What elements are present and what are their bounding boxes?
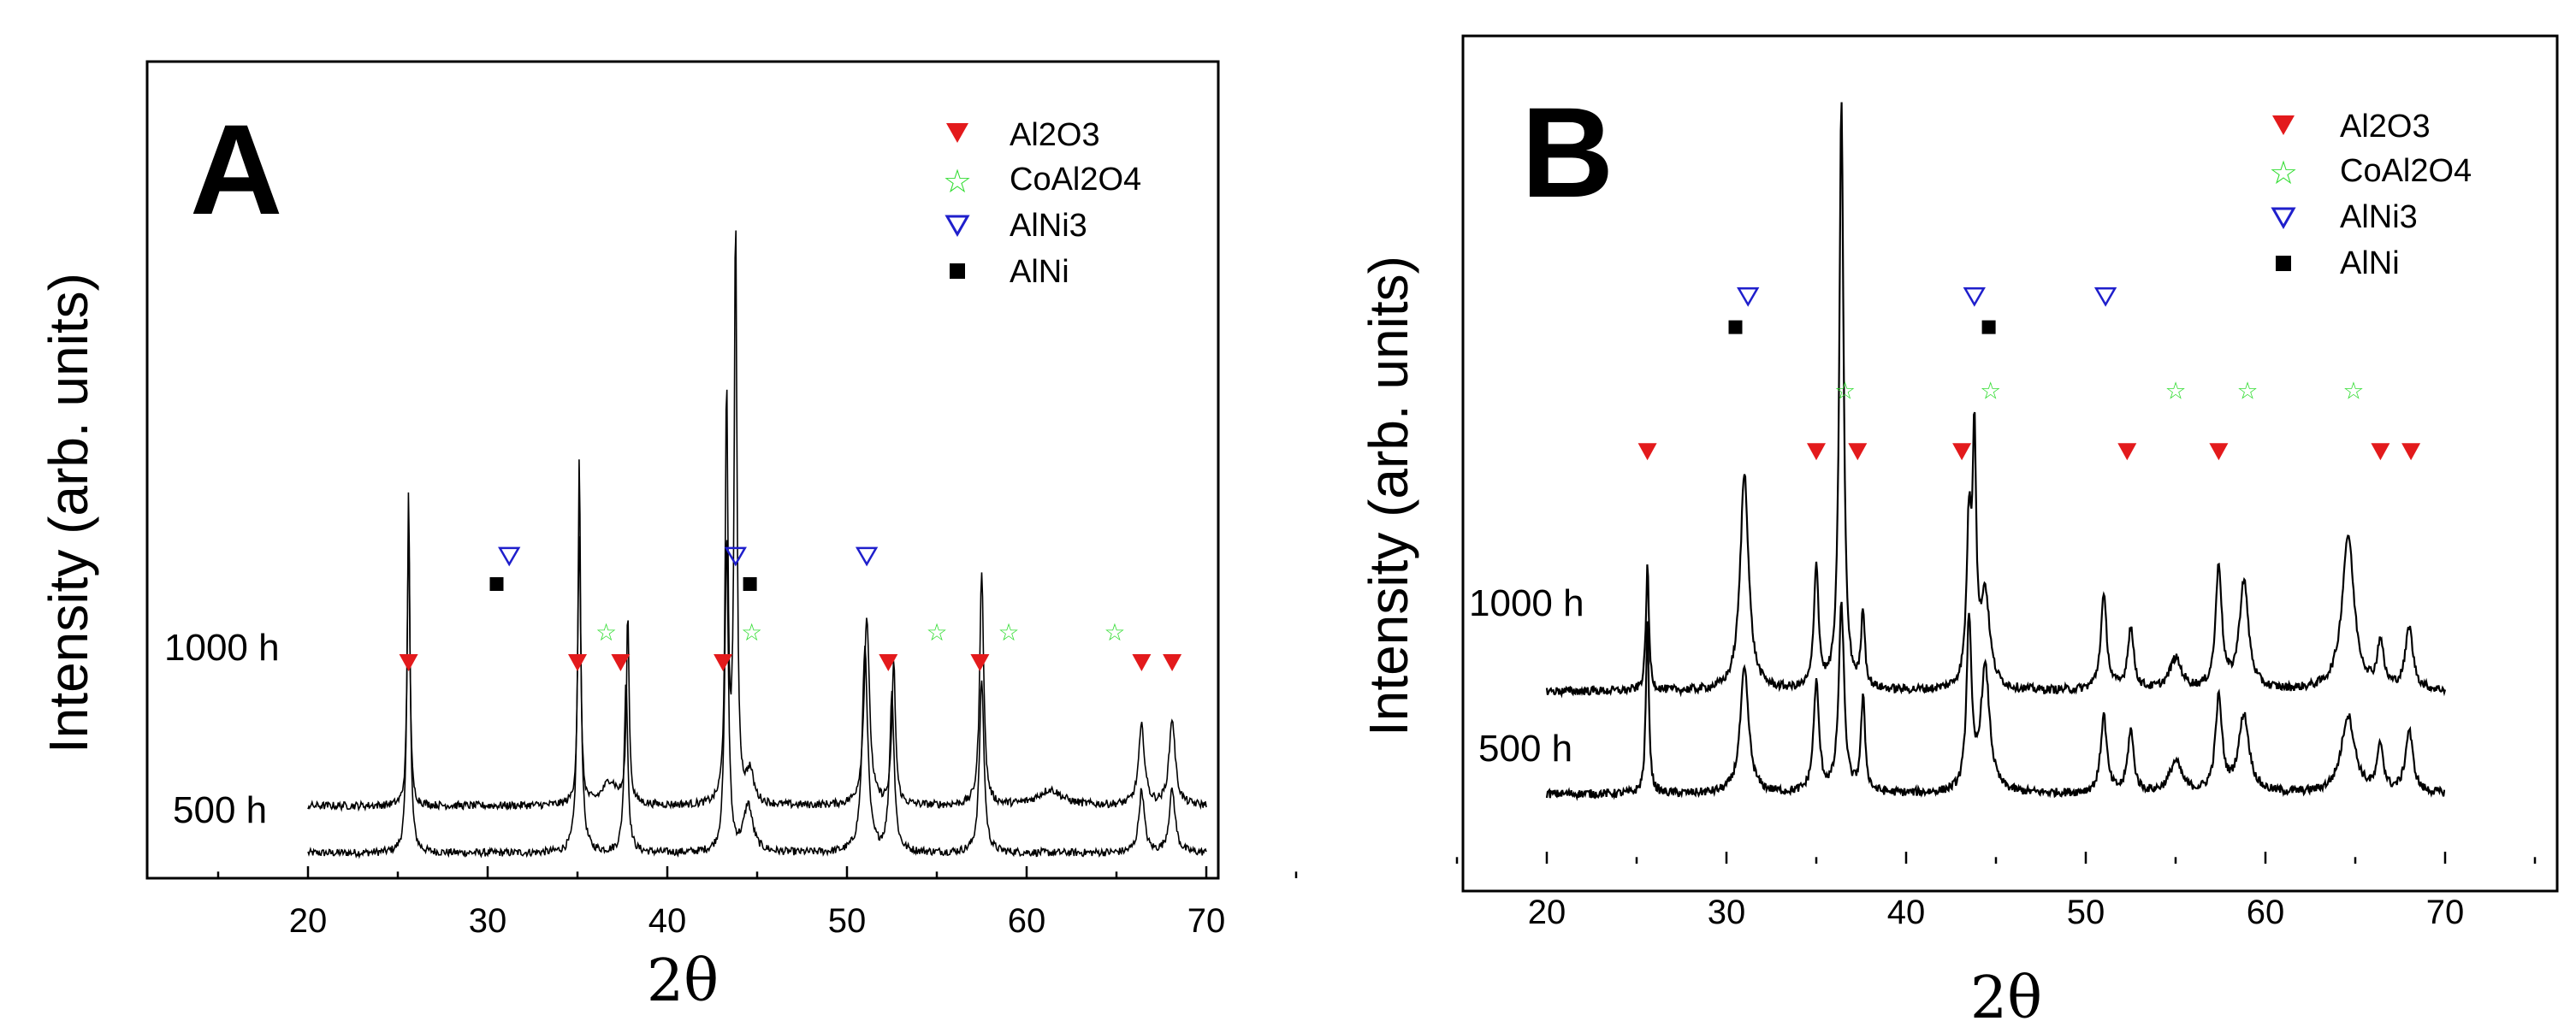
marker-al2o3 (568, 654, 587, 671)
coal2o4-star-icon: ☆ (943, 162, 972, 200)
marker-coal2o4: ☆ (741, 618, 762, 646)
x-tick-label: 50 (828, 902, 867, 940)
marker-alni (489, 577, 504, 591)
marker-coal2o4: ☆ (1980, 376, 2001, 404)
panel-a-curves (307, 230, 1207, 859)
series-line-500h (307, 528, 1207, 859)
marker-al2o3 (1807, 443, 1826, 461)
panel-b-label-500h: 500 h (1478, 728, 1572, 770)
marker-coal2o4: ☆ (1834, 376, 1856, 404)
legend-label-alni3: AlNi3 (1010, 208, 1087, 244)
marker-al2o3 (1637, 443, 1657, 461)
panel-a-label-500h: 500 h (173, 789, 267, 831)
panel-b-x-axis-title: 2θ (1970, 965, 2042, 1027)
x-tick-label: 40 (1887, 894, 1926, 931)
marker-al2o3 (714, 654, 733, 671)
legend-item-al2o3: Al2O3 (946, 117, 1100, 153)
legend-label-al2o3: Al2O3 (2340, 109, 2431, 145)
legend-item-al2o3: Al2O3 (2272, 109, 2431, 145)
marker-alni3 (2093, 286, 2117, 307)
marker-coal2o4: ☆ (2236, 376, 2258, 404)
marker-al2o3 (1952, 443, 1972, 461)
marker-al2o3 (879, 654, 898, 671)
marker-coal2o4: ☆ (998, 618, 1019, 646)
x-tick-label: 60 (2247, 894, 2285, 931)
panel-b-legend: Al2O3 ☆ CoAl2O4 AlNi3 AlNi (2269, 109, 2472, 281)
x-tick-label: 30 (469, 902, 507, 940)
alni3-marker-icon (2271, 207, 2296, 230)
marker-al2o3 (2401, 443, 2421, 461)
panel-b-frame (1461, 34, 2559, 893)
panel-b-letter: B (1521, 80, 1614, 224)
marker-alni3 (1737, 286, 1760, 307)
panel-a-x-ticks: 20 30 40 50 60 70 (216, 866, 1298, 940)
legend-item-coal2o4: ☆ CoAl2O4 (943, 162, 1141, 200)
panel-b-phase-markers: ☆ ☆ ☆ ☆ ☆ (1637, 286, 2421, 461)
marker-alni (743, 577, 757, 591)
marker-al2o3 (611, 654, 631, 671)
marker-al2o3 (1848, 443, 1868, 461)
x-tick-label: 20 (289, 902, 328, 940)
panel-a-x-axis-title: 2θ (647, 947, 719, 1015)
series-line-1000h (307, 230, 1207, 812)
x-tick-label: 30 (1708, 894, 1746, 931)
panel-a: A Intensity (arb. units) 2θ 20 30 40 50 60 70… (38, 60, 1298, 1015)
legend-label-al2o3: Al2O3 (1010, 117, 1100, 153)
series-line-500h (1545, 601, 2446, 801)
marker-coal2o4: ☆ (595, 618, 617, 646)
panel-b-y-axis-title: Intensity (arb. units) (1358, 256, 1419, 736)
x-tick-label: 50 (2067, 894, 2105, 931)
panel-a-legend: Al2O3 ☆ CoAl2O4 AlNi3 AlNi (943, 117, 1141, 290)
alni-marker-icon (2276, 256, 2291, 271)
x-tick-label: 40 (648, 902, 687, 940)
legend-label-alni: AlNi (1010, 254, 1069, 290)
al2o3-marker-icon (946, 123, 968, 143)
marker-al2o3 (970, 654, 990, 671)
panel-a-y-axis-title: Intensity (arb. units) (38, 273, 99, 753)
legend-label-coal2o4: CoAl2O4 (2340, 153, 2472, 189)
legend-item-alni: AlNi (950, 254, 1069, 290)
marker-alni3 (498, 546, 521, 567)
marker-coal2o4: ☆ (2342, 376, 2364, 404)
alni3-marker-icon (945, 215, 970, 238)
marker-al2o3 (399, 654, 418, 671)
x-tick-label: 70 (1187, 902, 1226, 940)
marker-al2o3 (1132, 654, 1152, 671)
marker-alni3 (1963, 286, 1986, 307)
alni-marker-icon (950, 263, 965, 279)
x-tick-label: 70 (2426, 894, 2465, 931)
marker-alni3 (724, 546, 747, 567)
panel-b: B Intensity (arb. units) 2θ 20 30 40 50 60 70… (1358, 34, 2559, 1027)
legend-item-coal2o4: ☆ CoAl2O4 (2269, 153, 2472, 192)
marker-al2o3 (2209, 443, 2229, 461)
x-tick-label: 20 (1528, 894, 1566, 931)
panel-a-label-1000h: 1000 h (164, 627, 280, 669)
coal2o4-star-icon: ☆ (2269, 154, 2298, 192)
marker-alni (1728, 320, 1743, 334)
x-tick-label: 60 (1008, 902, 1046, 940)
marker-coal2o4: ☆ (1104, 618, 1125, 646)
marker-coal2o4: ☆ (926, 618, 947, 646)
panel-b-curves (1545, 102, 2447, 801)
marker-al2o3 (2371, 443, 2390, 461)
marker-al2o3 (2117, 443, 2137, 461)
legend-item-alni3: AlNi3 (2271, 199, 2418, 235)
legend-label-alni3: AlNi3 (2340, 199, 2418, 235)
panel-a-letter: A (190, 97, 282, 241)
panel-a-phase-markers: ☆ ☆ ☆ ☆ ☆ (399, 546, 1182, 671)
marker-coal2o4: ☆ (2164, 376, 2186, 404)
panel-b-label-1000h: 1000 h (1469, 582, 1584, 624)
legend-label-alni: AlNi (2340, 245, 2400, 281)
panel-b-x-ticks: 20 30 40 50 60 70 (1455, 852, 2537, 931)
series-line-1000h (1545, 102, 2447, 699)
marker-al2o3 (1163, 654, 1182, 671)
marker-alni (1981, 320, 1996, 334)
marker-alni3 (855, 546, 879, 567)
legend-item-alni: AlNi (2276, 245, 2400, 281)
al2o3-marker-icon (2272, 115, 2295, 135)
legend-item-alni3: AlNi3 (945, 208, 1087, 244)
legend-label-coal2o4: CoAl2O4 (1010, 162, 1141, 198)
panel-a-frame (145, 60, 1220, 880)
